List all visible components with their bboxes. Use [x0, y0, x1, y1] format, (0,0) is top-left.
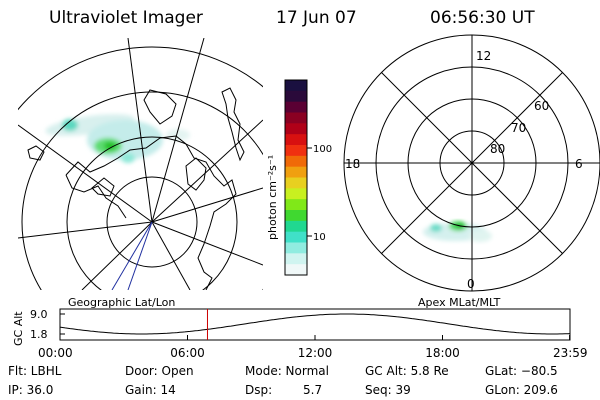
meridian-line	[151, 119, 263, 223]
aurora-emission-geo	[45, 114, 190, 163]
meridian-line	[81, 221, 153, 290]
mlt-label-0: 0	[467, 277, 475, 291]
aurora-emission-polar	[423, 221, 492, 242]
xtick-label: 12:00	[298, 346, 333, 360]
colorbar-band	[285, 134, 307, 146]
colorbar-band	[285, 253, 307, 265]
latitude-circle	[21, 91, 263, 290]
polar-plot: 12 6 18 0 60 70 80	[343, 34, 600, 292]
colorbar-band	[285, 242, 307, 254]
colorbar-band	[285, 220, 307, 233]
meridian-line	[127, 38, 153, 223]
ip-status: IP: 36.0	[8, 383, 54, 397]
meridian-line	[151, 221, 263, 266]
altitude-plot: 9.0 1.8 GC Alt 00:00 06:00 12:00 18:00 23:59	[12, 308, 588, 360]
colorbar-band	[285, 231, 307, 244]
door-status: Door: Open	[125, 364, 194, 378]
instrument-title: Ultraviolet Imager	[49, 8, 203, 28]
coastline	[185, 157, 207, 191]
meridian-line	[151, 221, 191, 290]
colorbar: 100 10 photon cm⁻²s⁻¹	[266, 79, 332, 276]
coastline	[221, 87, 245, 162]
polar-plot-label: Apex MLat/MLT	[418, 296, 501, 309]
coastline	[65, 174, 127, 219]
altitude-curve	[59, 313, 571, 335]
lat-label-60: 60	[534, 99, 549, 113]
mlt-label-18: 18	[345, 157, 360, 171]
colorbar-band	[285, 177, 307, 189]
lat-label-70: 70	[511, 121, 526, 135]
colorbar-label: photon cm⁻²s⁻¹	[266, 155, 279, 240]
filter-status: Flt: LBHL	[8, 364, 62, 378]
xtick-label: 06:00	[170, 346, 205, 360]
meridian-line	[151, 187, 263, 223]
mlt-label-12: 12	[476, 49, 491, 63]
date-label: 17 Jun 07	[276, 8, 357, 28]
colorbar-band	[285, 199, 307, 211]
colorbar-band	[285, 155, 307, 168]
polar-meridian	[381, 72, 563, 254]
meridian-line	[18, 124, 153, 223]
coastline	[27, 145, 45, 161]
xtick-label: 18:00	[425, 346, 460, 360]
xtick-label: 23:59	[553, 346, 588, 360]
geographic-map	[18, 38, 263, 290]
seq-status: Seq: 39	[365, 383, 411, 397]
colorbar-band	[285, 166, 307, 179]
colorbar-band	[285, 145, 307, 157]
glat-status: GLat: −80.5	[485, 364, 558, 378]
coastline	[143, 89, 177, 125]
satellite-track	[111, 221, 153, 290]
satellite-track	[127, 221, 153, 290]
time-label: 06:56:30 UT	[430, 8, 535, 28]
gc-alt-status: GC Alt: 5.8 Re	[365, 364, 449, 378]
dsp-value: 5.7	[303, 383, 323, 397]
latitude-circle	[66, 136, 238, 290]
colorbar-band	[285, 80, 307, 92]
ytick-label-1.8: 1.8	[30, 328, 48, 341]
latitude-circle	[106, 176, 198, 268]
colorbar-frame	[284, 79, 308, 276]
colorbar-band	[285, 210, 307, 222]
coastline	[65, 135, 237, 290]
mlt-label-6: 6	[575, 157, 583, 171]
coastline	[91, 177, 115, 197]
xtick-label: 00:00	[38, 346, 73, 360]
colorbar-tick-100: 100	[313, 144, 332, 155]
geo-map-label: Geographic Lat/Lon	[68, 296, 175, 309]
altitude-ylabel: GC Alt	[12, 311, 25, 346]
mode-status: Mode: Normal	[245, 364, 329, 378]
colorbar-tick-10: 10	[313, 232, 326, 243]
meridian-line	[151, 38, 205, 223]
colorbar-band	[285, 123, 307, 135]
colorbar-band	[285, 112, 307, 124]
altitude-xticks: 00:00 06:00 12:00 18:00 23:59	[38, 335, 588, 360]
dsp-label: Dsp:	[245, 383, 273, 397]
ytick-label-9: 9.0	[30, 308, 48, 321]
colorbar-band	[285, 101, 307, 114]
meridian-line	[18, 221, 153, 239]
lat-label-80: 80	[490, 142, 505, 156]
gain-status: Gain: 14	[125, 383, 176, 397]
colorbar-band	[285, 188, 307, 200]
colorbar-gradient	[285, 80, 307, 276]
glon-status: GLon: 209.6	[485, 383, 558, 397]
colorbar-band	[285, 264, 307, 276]
colorbar-band	[285, 90, 307, 103]
latitude-circle	[18, 46, 263, 111]
